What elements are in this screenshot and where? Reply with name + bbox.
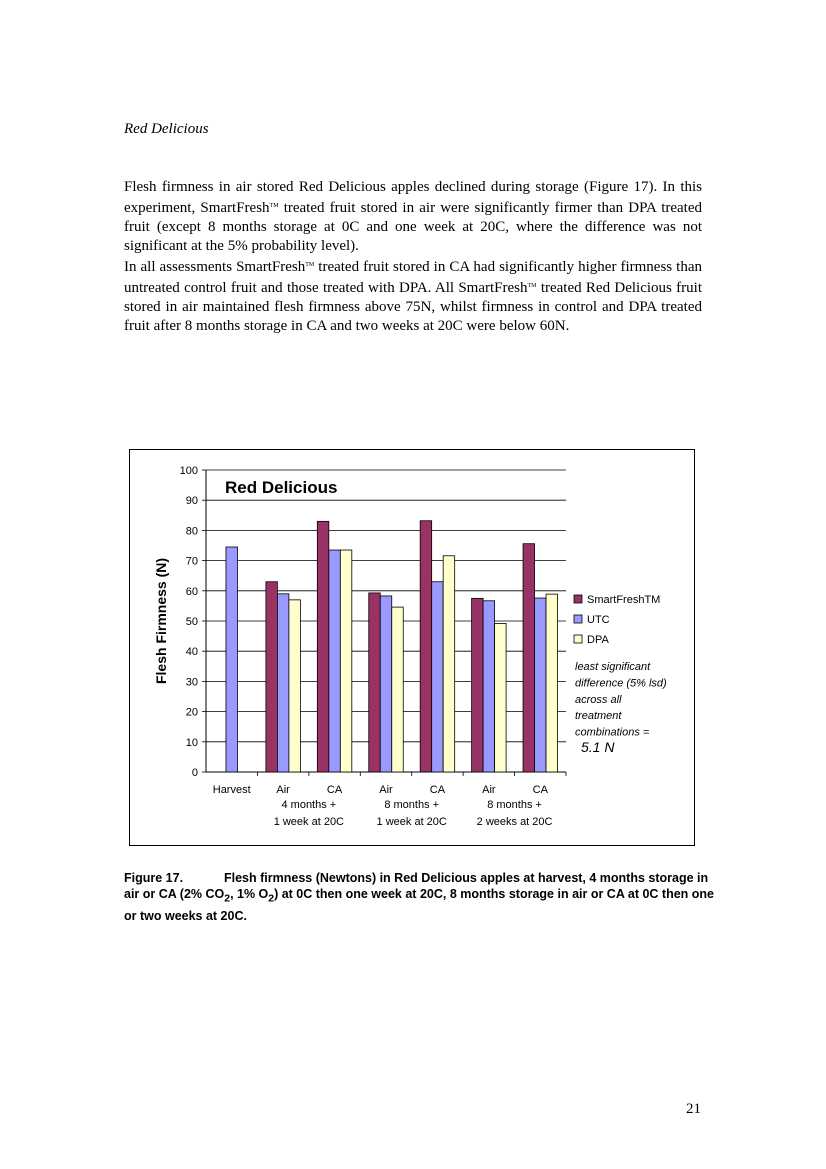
y-tick-label: 70	[186, 556, 198, 568]
y-tick-label: 100	[180, 465, 198, 477]
group-label-line2: 1 week at 20C	[274, 816, 344, 828]
figure-17-chart: Flesh Firmness (N) SmartFreshTM UTC DPA le…	[129, 449, 695, 846]
legend-swatch	[573, 614, 583, 624]
y-axis-label: Flesh Firmness (N)	[153, 558, 169, 684]
group-label-line1: 8 months +	[384, 799, 439, 811]
legend-entry: DPA	[587, 634, 609, 646]
page-number: 21	[686, 1101, 701, 1117]
annotation-line: combinations =	[575, 727, 650, 739]
trademark-mark: TM	[527, 283, 537, 289]
bar-smartfreshtm	[471, 597, 484, 773]
x-tick-label: Air	[482, 784, 496, 796]
bar-chart: Flesh Firmness (N) SmartFreshTM UTC DPA le…	[153, 465, 670, 828]
caption-label: Figure 17.	[124, 871, 184, 885]
x-tick-label: Air	[379, 784, 393, 796]
annotation-line: least significant	[575, 661, 651, 673]
x-tick-label: CA	[533, 784, 549, 796]
annotation-value: 5.1 N	[581, 739, 615, 755]
lsd-annotation: least significant difference (5% lsd) acro…	[575, 661, 667, 755]
bar-utc	[379, 595, 393, 773]
x-tick-label: Harvest	[213, 784, 251, 796]
bar-smartfreshtm	[265, 581, 278, 773]
legend-box	[568, 589, 670, 651]
annotation-line: treatment	[575, 710, 622, 722]
figure-caption: Figure 17. Flesh firmness (Newtons) in Re…	[124, 871, 714, 923]
legend-swatch	[573, 594, 583, 604]
bar-dpa	[288, 599, 301, 773]
bar-smartfreshtm	[419, 520, 433, 773]
paragraph-2: In all assessments SmartFreshTM treated …	[124, 259, 703, 334]
bar-utc	[482, 600, 496, 773]
body-text: Flesh firmness in air stored Red Delicio…	[124, 178, 702, 336]
bar-smartfreshtm	[522, 543, 535, 773]
legend-entry: SmartFreshTM	[587, 594, 660, 606]
y-tick-label: 90	[186, 495, 198, 507]
y-tick-label: 30	[186, 676, 198, 688]
annotation-line: difference (5% lsd)	[575, 677, 667, 689]
bar-utc	[328, 549, 341, 773]
bar-dpa	[545, 593, 558, 773]
bar-utc	[534, 597, 547, 773]
section-heading: Red Delicious	[124, 121, 209, 137]
group-label-line1: 4 months +	[281, 799, 336, 811]
y-tick-label: 50	[186, 616, 198, 628]
y-tick-label: 40	[186, 646, 198, 658]
bar-dpa	[391, 606, 404, 773]
group-label-line2: 2 weeks at 20C	[477, 816, 553, 828]
paragraph-1: Flesh firmness in air stored Red Delicio…	[124, 179, 703, 254]
annotation-line: across all	[575, 694, 622, 706]
x-tick-label: CA	[327, 784, 343, 796]
x-tick-label: CA	[430, 784, 446, 796]
y-tick-label: 20	[186, 707, 198, 719]
bar-dpa	[339, 549, 353, 773]
y-tick-label: 80	[186, 525, 198, 537]
bar-utc	[431, 581, 444, 773]
bar-utc	[225, 546, 238, 773]
x-tick-label: Air	[276, 784, 290, 796]
bar-dpa	[442, 555, 456, 773]
bar-smartfreshtm	[316, 520, 330, 773]
chart-title: Red Delicious	[225, 478, 337, 497]
group-label-line1: 8 months +	[487, 799, 542, 811]
legend-swatch	[573, 634, 583, 644]
bar-smartfreshtm	[368, 592, 381, 773]
trademark-mark: TM	[269, 203, 279, 209]
y-tick-label: 0	[192, 767, 198, 779]
legend: SmartFreshTM UTC DPA	[568, 589, 670, 651]
legend-entry: UTC	[587, 614, 610, 626]
bar-dpa	[494, 623, 507, 773]
y-tick-label: 60	[186, 586, 198, 598]
trademark-mark: TM	[305, 262, 315, 268]
group-label-line2: 1 week at 20C	[377, 816, 447, 828]
bar-utc	[276, 593, 290, 773]
y-tick-label: 10	[186, 737, 198, 749]
